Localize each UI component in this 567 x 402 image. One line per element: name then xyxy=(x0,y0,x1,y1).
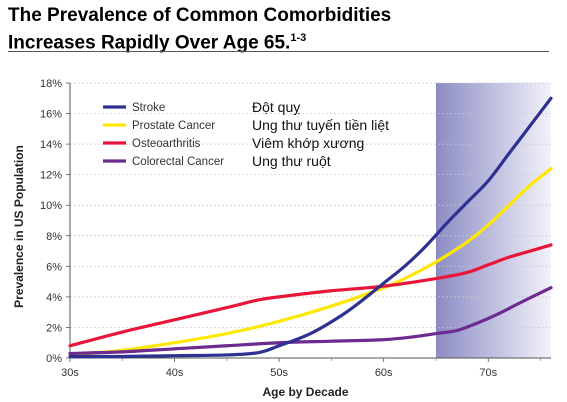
y-tick-label: 14% xyxy=(40,139,62,151)
title-divider xyxy=(8,51,549,52)
series-line-osteoarthritis xyxy=(68,243,553,348)
series-line-prostate-cancer xyxy=(68,166,553,357)
legend-label-stroke: Stroke xyxy=(132,102,165,114)
legend-label-osteoarthritis: Osteoarthritis xyxy=(132,138,201,150)
series-line-colorectal-cancer xyxy=(68,286,553,356)
x-tick-label: 30s xyxy=(61,367,79,379)
series-line-stroke xyxy=(68,96,553,359)
y-tick-label: 12% xyxy=(40,170,62,182)
y-tick-label: 16% xyxy=(40,109,62,121)
y-tick-label: 10% xyxy=(40,200,62,212)
y-tick-label: 6% xyxy=(46,261,62,273)
y-tick-label: 4% xyxy=(46,292,62,304)
chart-title: The Prevalence of Common Comorbidities I… xyxy=(8,4,391,54)
y-tick-label: 8% xyxy=(46,231,62,243)
chart-title-line2-text: Increases Rapidly Over Age 65. xyxy=(8,32,291,54)
y-tick-label: 18% xyxy=(40,78,62,90)
y-tick-label: 0% xyxy=(46,353,62,365)
legend-label-prostate-cancer: Prostate Cancer xyxy=(132,120,215,132)
x-tick-label: 60s xyxy=(375,367,393,379)
legend-translation-stroke: Đột quỵ xyxy=(252,99,300,115)
chart-title-line1: The Prevalence of Common Comorbidities xyxy=(8,5,392,26)
legend-translation-osteoarthritis: Viêm khớp xương xyxy=(252,135,364,151)
chart-title-superscript: 1-3 xyxy=(290,32,307,44)
legend-translation-colorectal-cancer: Ung thư ruột xyxy=(252,153,331,169)
x-tick-label: 70s xyxy=(479,367,497,379)
x-tick-label: 50s xyxy=(270,367,288,379)
x-axis-title: Age by Decade xyxy=(262,385,348,399)
legend-label-colorectal-cancer: Colorectal Cancer xyxy=(132,156,224,168)
chart-title-line2: Increases Rapidly Over Age 65.1-3 xyxy=(8,27,391,54)
y-axis-title: Prevalence in US Population xyxy=(12,145,26,308)
y-tick-label: 2% xyxy=(46,322,62,334)
legend-translation-prostate-cancer: Ung thư tuyến tiền liệt xyxy=(252,117,389,133)
x-tick-label: 40s xyxy=(166,367,184,379)
